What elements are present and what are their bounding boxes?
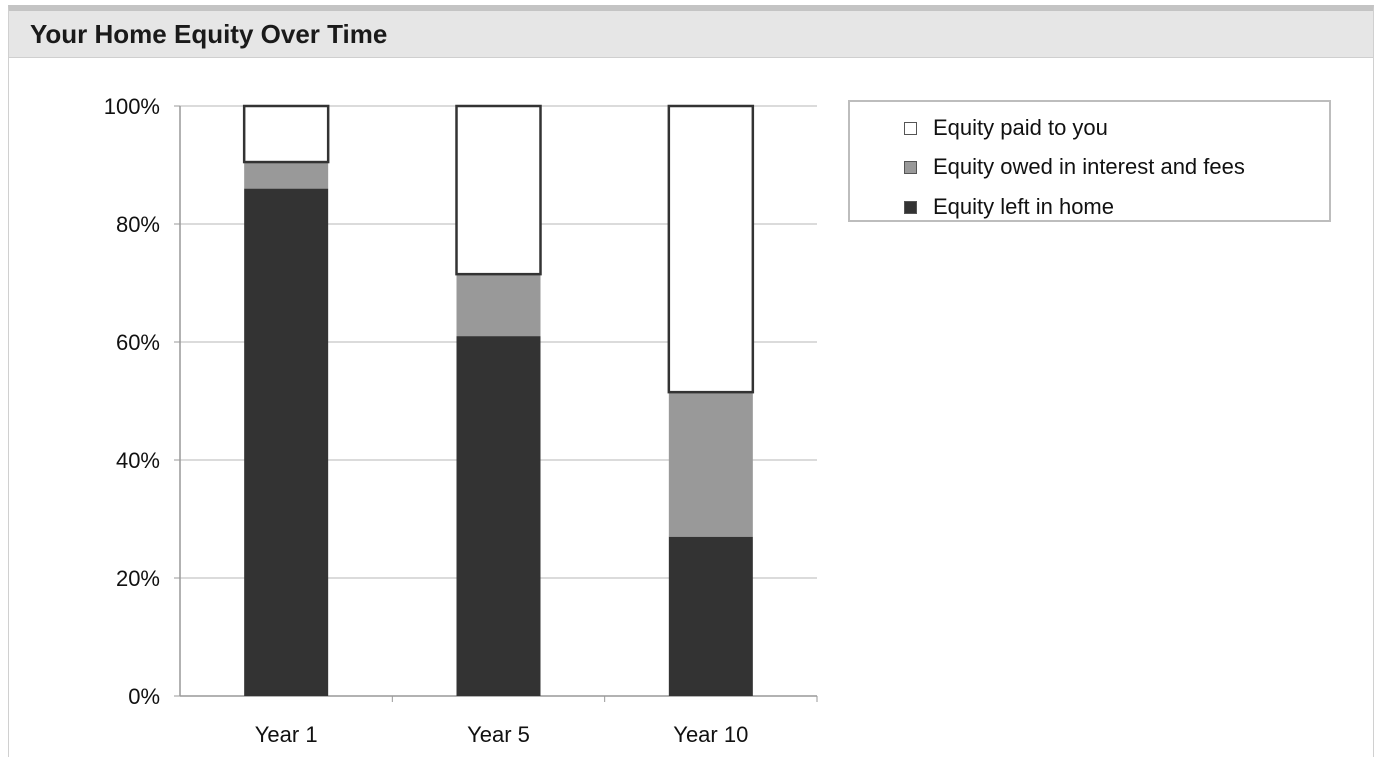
- bar-segment: [456, 274, 541, 337]
- bar-segment: [242, 104, 330, 164]
- y-tick-label: 40%: [116, 448, 160, 473]
- legend-swatch-owed-interest-fees: [904, 160, 917, 174]
- bar-segment: [668, 392, 753, 537]
- y-tick-label: 60%: [116, 330, 160, 355]
- bar-segment: [244, 162, 329, 189]
- legend-item-left-in-home: Equity left in home: [904, 193, 1114, 221]
- chart-title: Your Home Equity Over Time: [30, 19, 388, 49]
- bar-segment: [456, 336, 541, 696]
- x-tick-label: Year 10: [673, 722, 748, 747]
- x-tick-label: Year 1: [255, 722, 318, 747]
- x-tick-label: Year 5: [467, 722, 530, 747]
- chart-legend: Equity paid to you Equity owed in intere…: [848, 100, 1331, 222]
- bar-segment: [244, 188, 329, 696]
- chart-panel: Your Home Equity Over Time 0% 20% 40% 60% 80…: [8, 5, 1374, 757]
- legend-swatch-left-in-home: [904, 200, 917, 214]
- legend-label-paid-to-you: Equity paid to you: [933, 115, 1108, 140]
- legend-item-owed-interest-fees: Equity owed in interest and fees: [904, 153, 1245, 181]
- bar-segment: [668, 536, 753, 696]
- bar-segment: [667, 104, 755, 394]
- legend-label-owed-interest-fees: Equity owed in interest and fees: [933, 154, 1245, 179]
- bar-segment: [455, 104, 542, 276]
- y-tick-label: 0%: [128, 684, 160, 709]
- legend-item-paid-to-you: Equity paid to you: [904, 114, 1108, 142]
- y-tick-label: 80%: [116, 212, 160, 237]
- panel-header: Your Home Equity Over Time: [9, 11, 1373, 58]
- stacked-bar-chart: 0% 20% 40% 60% 80% 100% Year 1 Year 5 Year 10: [104, 94, 818, 747]
- legend-label-left-in-home: Equity left in home: [933, 194, 1114, 219]
- y-tick-label: 20%: [116, 566, 160, 591]
- y-tick-label: 100%: [104, 94, 160, 119]
- legend-swatch-paid-to-you: [904, 121, 917, 135]
